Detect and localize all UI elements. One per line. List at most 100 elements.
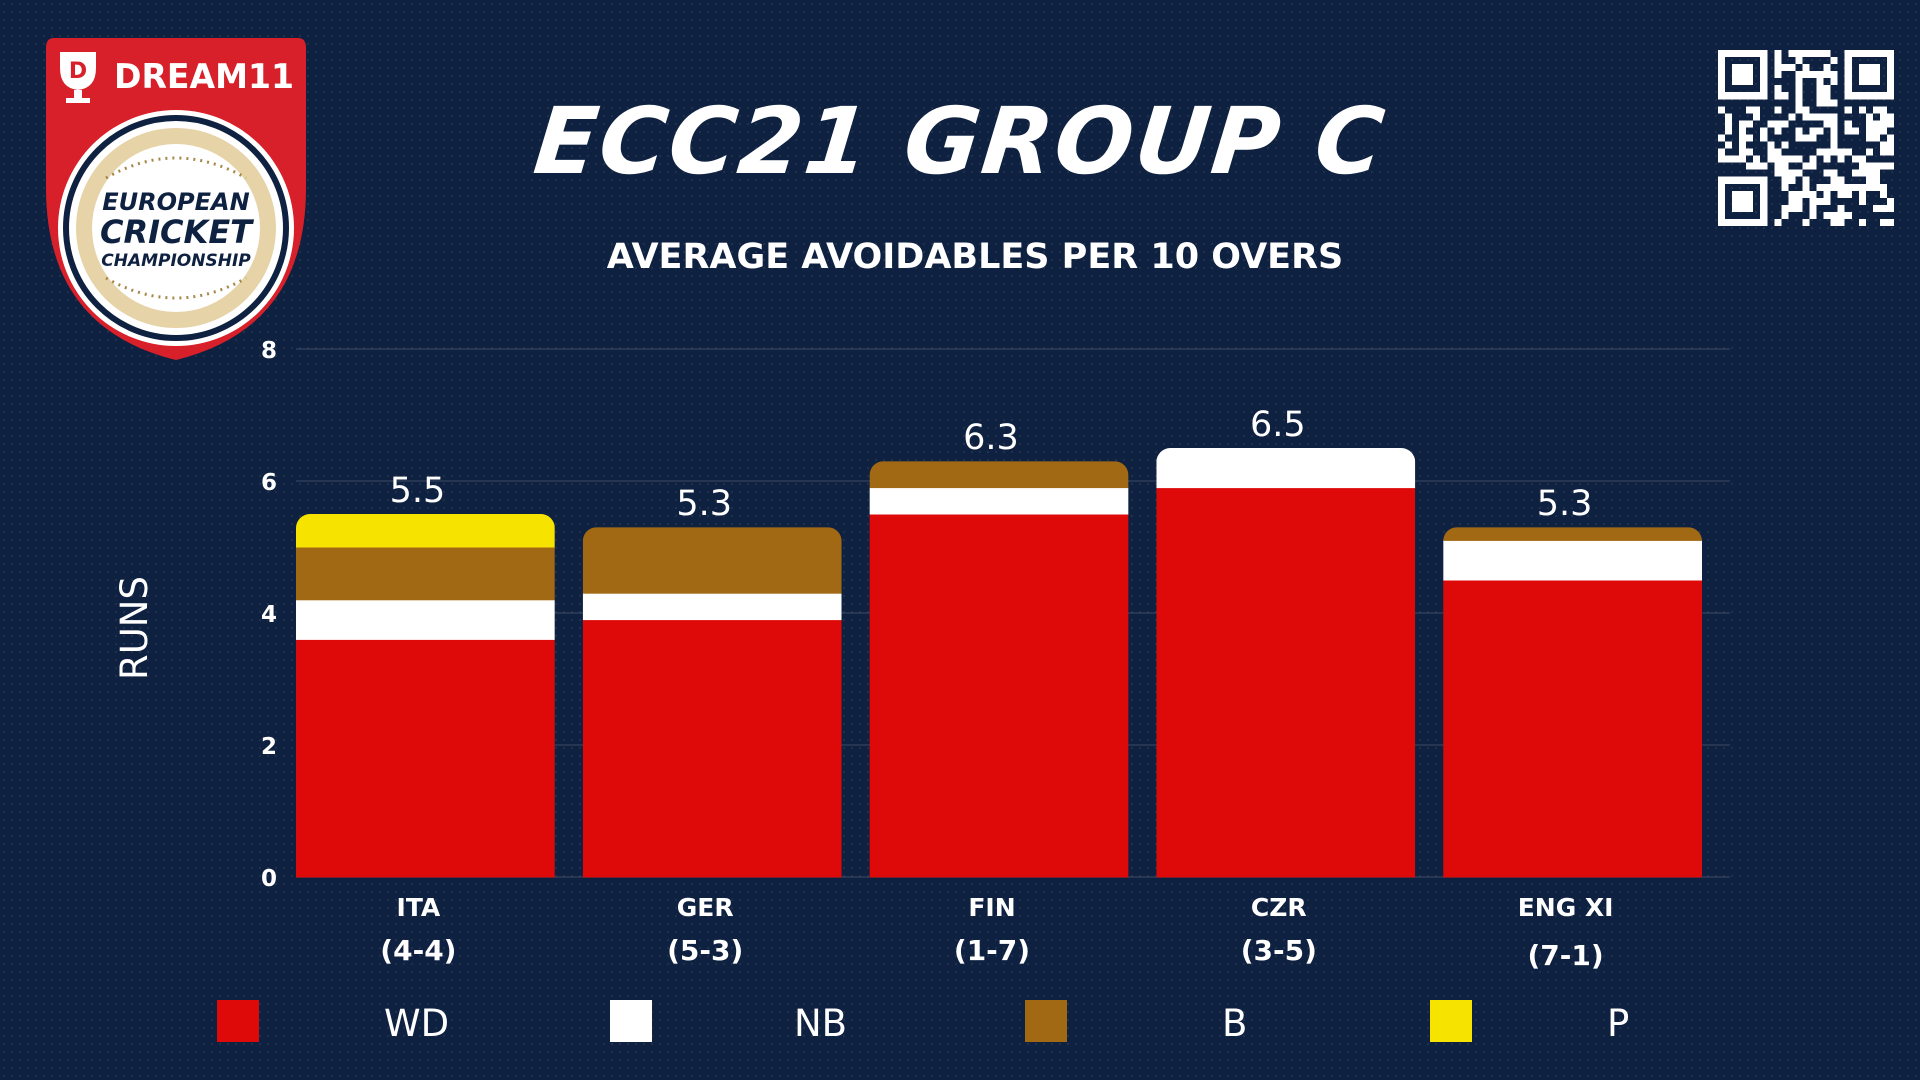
qr-module <box>1795 197 1803 205</box>
qr-module <box>1760 204 1768 212</box>
qr-module <box>1746 218 1754 226</box>
qr-module <box>1823 64 1831 72</box>
y-tick-label: 4 <box>261 602 277 628</box>
bar-segment-nb <box>1443 540 1702 581</box>
qr-module <box>1830 134 1838 142</box>
qr-module <box>1844 190 1852 198</box>
x-record-label: (3-5) <box>1241 934 1317 967</box>
qr-module <box>1816 113 1824 121</box>
x-record-label: (1-7) <box>954 934 1030 967</box>
bar-stack-ger <box>582 527 842 878</box>
qr-module <box>1886 148 1894 156</box>
qr-module <box>1858 78 1866 86</box>
qr-module <box>1795 134 1803 142</box>
qr-module <box>1760 134 1768 142</box>
x-record-label: (5-3) <box>667 934 743 967</box>
qr-module <box>1837 176 1845 184</box>
qr-module <box>1816 197 1824 205</box>
qr-module <box>1886 197 1894 205</box>
legend-label-wd: WD <box>384 1002 450 1045</box>
qr-module <box>1802 176 1810 184</box>
qr-module <box>1858 92 1866 100</box>
qr-module <box>1865 64 1873 72</box>
logo-ball-inner <box>92 144 260 312</box>
qr-module <box>1753 176 1761 184</box>
qr-module <box>1886 85 1894 93</box>
qr-module <box>1774 162 1782 170</box>
bar-segment-b <box>1443 527 1702 541</box>
qr-module <box>1823 85 1831 93</box>
qr-module <box>1753 218 1761 226</box>
qr-module <box>1725 113 1733 121</box>
qr-module <box>1872 176 1880 184</box>
qr-module <box>1865 134 1873 142</box>
bar-stack-eng-xi <box>1443 527 1702 878</box>
y-axis-label: RUNS <box>113 576 156 680</box>
qr-module <box>1809 204 1817 212</box>
qr-module <box>1788 190 1796 198</box>
x-category-label: CZR <box>1251 893 1307 922</box>
qr-module <box>1725 50 1733 58</box>
legend-swatch-wd <box>217 1000 259 1042</box>
qr-module <box>1865 127 1873 135</box>
qr-module <box>1788 64 1796 72</box>
qr-module <box>1858 190 1866 198</box>
european-cricket-championship-logo: D DREAM11 EUROPEAN CRICKET CHAMPIONSHIP <box>46 38 306 360</box>
y-tick-label: 6 <box>261 470 277 496</box>
qr-module <box>1872 134 1880 142</box>
qr-module <box>1816 183 1824 191</box>
qr-module <box>1830 211 1838 219</box>
qr-code-icon[interactable] <box>1718 50 1894 226</box>
qr-module <box>1886 57 1894 65</box>
qr-module <box>1760 127 1768 135</box>
qr-module <box>1879 162 1887 170</box>
qr-module <box>1879 106 1887 114</box>
qr-module <box>1872 64 1880 72</box>
qr-module <box>1774 106 1782 114</box>
bar-total-label: 5.3 <box>676 484 732 524</box>
qr-module <box>1788 113 1796 121</box>
legend-swatch-b <box>1025 1000 1067 1042</box>
qr-module <box>1865 120 1873 128</box>
qr-module <box>1788 197 1796 205</box>
qr-module <box>1718 197 1726 205</box>
qr-module <box>1830 127 1838 135</box>
qr-module <box>1732 71 1740 79</box>
qr-module <box>1774 71 1782 79</box>
qr-module <box>1872 204 1880 212</box>
qr-module <box>1830 169 1838 177</box>
qr-module <box>1816 78 1824 86</box>
qr-module <box>1844 148 1852 156</box>
qr-module <box>1823 92 1831 100</box>
legend-label-b: B <box>1222 1002 1248 1045</box>
qr-module <box>1809 155 1817 163</box>
bar-segment-wd <box>296 639 555 878</box>
qr-module <box>1865 71 1873 79</box>
y-tick-label: 0 <box>261 866 277 892</box>
qr-module <box>1767 120 1775 128</box>
qr-module <box>1760 92 1768 100</box>
qr-module <box>1837 183 1845 191</box>
qr-module <box>1739 71 1747 79</box>
qr-module <box>1851 169 1859 177</box>
qr-module <box>1823 155 1831 163</box>
qr-module <box>1746 197 1754 205</box>
qr-module <box>1788 50 1796 58</box>
qr-module <box>1718 218 1726 226</box>
qr-module <box>1739 148 1747 156</box>
qr-module <box>1872 78 1880 86</box>
qr-module <box>1844 92 1852 100</box>
qr-module <box>1774 85 1782 93</box>
qr-module <box>1858 71 1866 79</box>
qr-module <box>1830 120 1838 128</box>
qr-module <box>1760 176 1768 184</box>
logo-ball-ring <box>63 115 289 341</box>
qr-module <box>1718 71 1726 79</box>
qr-module <box>1802 64 1810 72</box>
logo-line3: CHAMPIONSHIP <box>101 251 251 271</box>
qr-module <box>1844 183 1852 191</box>
qr-module <box>1809 190 1817 198</box>
qr-module <box>1872 169 1880 177</box>
qr-module <box>1718 57 1726 65</box>
chart-subtitle: AVERAGE AVOIDABLES PER 10 OVERS <box>606 237 1344 277</box>
